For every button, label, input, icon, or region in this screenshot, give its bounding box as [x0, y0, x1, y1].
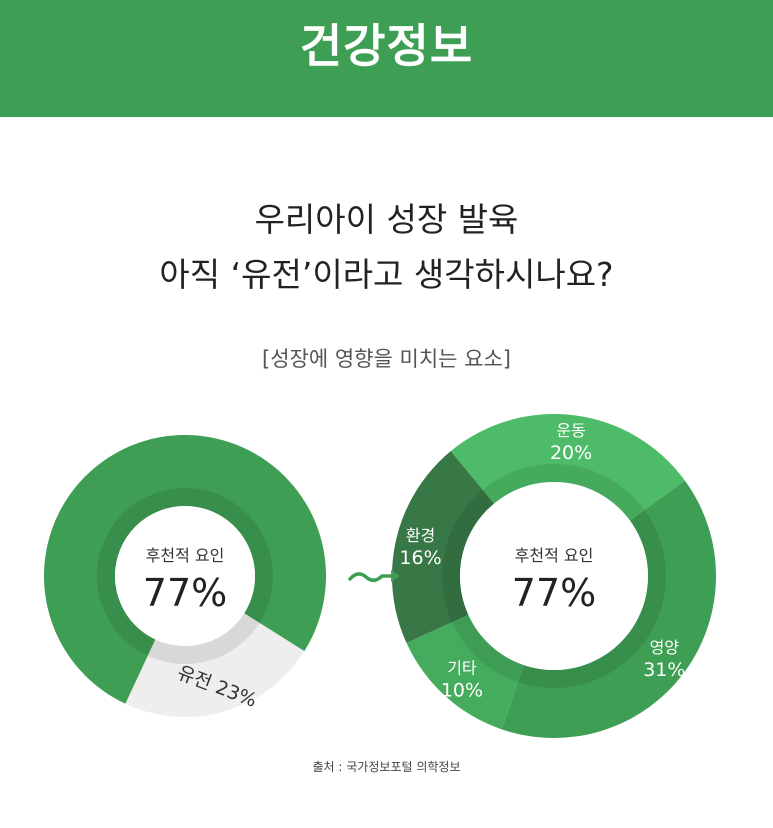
- chart-2-slice-3-value: 10%: [441, 679, 483, 701]
- chart-2-slice-1: [450, 414, 685, 521]
- chart-2-slice-1-name: 운동: [556, 421, 585, 440]
- chart-2-slice-2-inner-shade: [517, 510, 667, 689]
- chart-2-center-value: 77%: [512, 571, 596, 615]
- chart-2-slice-4: [392, 451, 495, 643]
- source-credit: 출처 : 국가정보포털 의학정보: [312, 760, 461, 774]
- chart-2-slice-3-inner-shade: [452, 614, 524, 682]
- chart-2-slice-3-name: 기타: [447, 658, 477, 677]
- chart-2-slice-4-name: 환경: [406, 526, 435, 545]
- chart-2-slice-2: [501, 480, 716, 738]
- chart-2-slice-4-inner-shade: [442, 489, 495, 623]
- chart-2-center-label: 후천적 요인: [515, 546, 594, 565]
- chart-2-slice-4-value: 16%: [399, 547, 441, 569]
- chart-2-slice-2-value: 31%: [643, 659, 685, 681]
- headline-line-1: 우리아이 성장 발육: [254, 200, 519, 239]
- chart-1-slice-1: [44, 434, 327, 704]
- chart-1-center: [115, 506, 255, 646]
- tilde-arrow-head: [391, 570, 400, 582]
- chart-1-slice-2-inner-shade: [147, 613, 260, 665]
- tilde-arrow-icon: [348, 572, 394, 582]
- chart-1-center-value: 77%: [143, 571, 227, 615]
- chart-1-center-label: 후천적 요인: [146, 546, 225, 565]
- chart-subtitle: [성장에 영향을 미치는 요소]: [262, 347, 511, 371]
- page-title: 건강정보: [299, 19, 474, 73]
- chart-2-slice-1-value: 20%: [550, 442, 592, 464]
- headline-line-2: 아직 ‘유전’이라고 생각하시나요?: [159, 255, 614, 294]
- chart-1-slice-2: [125, 613, 305, 717]
- chart-2-center: [460, 482, 648, 670]
- chart-2-slice-3: [406, 614, 524, 730]
- header-banner: 건강정보: [0, 0, 773, 117]
- chart-2-slice-2-name: 영양: [650, 638, 680, 657]
- chart-2-slice-1-inner-shade: [482, 464, 645, 521]
